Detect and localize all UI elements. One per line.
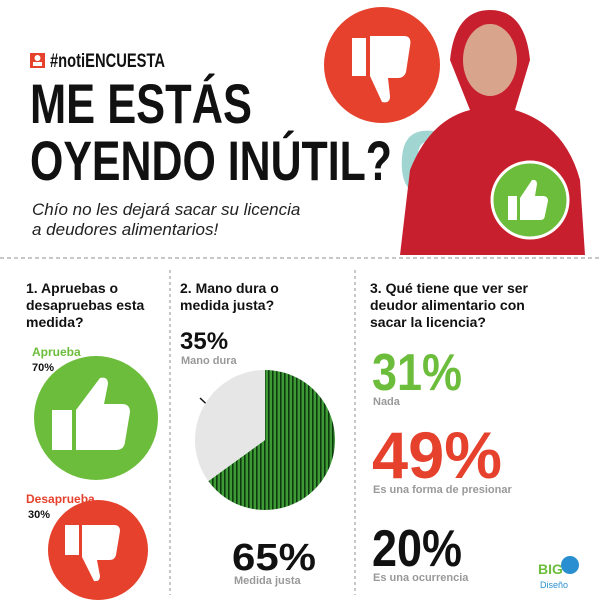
title: ME ESTÁS: [30, 72, 252, 135]
question-title: deudor alimentario con: [370, 297, 525, 313]
option-label: Desaprueba: [26, 492, 95, 506]
q3-options: 31%Nada 49%Es una forma de presionar 20%Es…: [372, 344, 512, 584]
option-percent: 30%: [28, 509, 50, 521]
title: OYENDO INÚTIL?: [30, 129, 392, 192]
question-title: 2. Mano dura o: [180, 280, 279, 296]
question-title: 1. Apruebas o: [26, 280, 118, 296]
subtitle: a deudores alimentarios!: [32, 220, 218, 239]
option-percent: 20%: [372, 520, 462, 578]
option-label: Nada: [373, 396, 401, 408]
option-percent: 49%: [372, 418, 502, 492]
question-title: sacar la licencia?: [370, 314, 486, 330]
option-percent: 35%: [180, 328, 228, 355]
thumb-down-icon: [352, 36, 411, 103]
logo-sub: Diseño: [540, 580, 568, 590]
question-title: medida?: [26, 314, 84, 330]
option-percent: 31%: [372, 344, 462, 402]
question-title: 3. Qué tiene que ver ser: [370, 280, 529, 296]
logo-icon: [561, 556, 579, 574]
option-percent: 65%: [232, 537, 316, 579]
portrait-face: [463, 24, 517, 96]
thumb-up-icon: [508, 179, 548, 220]
option-label: Medida justa: [234, 575, 302, 587]
option-percent: 70%: [32, 362, 54, 374]
subtitle: Chío no les dejará sacar su licencia: [32, 200, 300, 219]
pie: [194, 370, 336, 511]
option-label: Mano dura: [181, 355, 237, 367]
tag: #notiENCUESTA: [50, 51, 165, 72]
question-title: desapruebas esta: [26, 297, 144, 313]
option-label: Es una ocurrencia: [373, 572, 469, 584]
logo: BIG: [538, 561, 563, 577]
question-title: medida justa?: [180, 297, 274, 313]
pie-slice: [194, 370, 265, 482]
option-label: Es una forma de presionar: [373, 484, 512, 496]
option-label: Aprueba: [32, 345, 81, 359]
pie-slice: [208, 370, 336, 511]
